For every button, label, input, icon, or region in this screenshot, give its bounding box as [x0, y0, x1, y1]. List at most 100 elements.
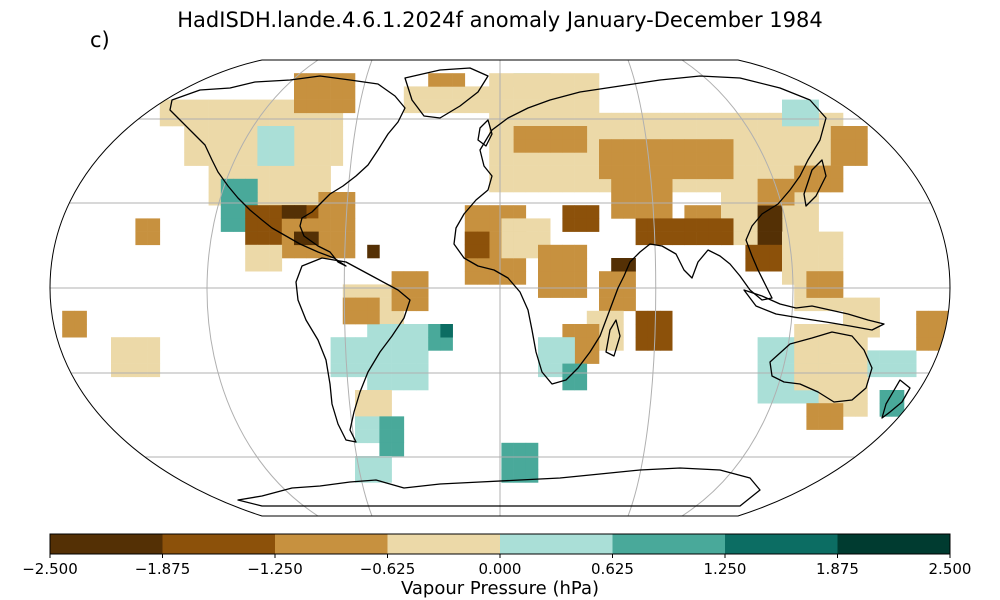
- grid-cell: [550, 363, 563, 378]
- grid-cell: [757, 192, 771, 206]
- grid-cell: [818, 258, 832, 272]
- grid-cell: [220, 205, 234, 219]
- grid-cell: [757, 350, 771, 364]
- grid-cell: [830, 152, 844, 166]
- grid-cell: [708, 205, 722, 219]
- grid-cell: [391, 429, 405, 444]
- grid-cell: [769, 126, 783, 140]
- grid-cell: [306, 139, 319, 153]
- grid-cell: [391, 324, 405, 338]
- grid-cell: [342, 231, 356, 246]
- grid-cell: [233, 165, 246, 180]
- grid-cell: [806, 324, 819, 338]
- grid-cell: [574, 258, 588, 272]
- grid-cell: [708, 139, 722, 153]
- grid-cell: [660, 324, 673, 338]
- grid-cell: [428, 99, 441, 114]
- grid-cell: [233, 126, 246, 140]
- grid-cell: [769, 231, 783, 246]
- grid-cell: [538, 165, 551, 180]
- grid-cell: [757, 139, 771, 153]
- grid-cell: [623, 126, 636, 140]
- grid-cell: [294, 112, 307, 127]
- grid-cell: [830, 376, 844, 391]
- grid-cell: [867, 350, 880, 364]
- grid-cell: [550, 350, 563, 364]
- grid-cell: [550, 258, 563, 272]
- grid-cell: [525, 165, 539, 180]
- grid-cell: [757, 231, 771, 246]
- grid-cell: [318, 165, 331, 180]
- grid-cell: [818, 416, 832, 430]
- grid-cell: [562, 99, 575, 114]
- grid-cell: [916, 310, 929, 325]
- grid-cell: [855, 139, 868, 153]
- world-map: [49, 59, 951, 517]
- grid-cell: [501, 218, 514, 232]
- grid-cell: [635, 165, 649, 180]
- grid-cell: [635, 231, 649, 246]
- grid-cell: [611, 165, 624, 180]
- grid-cell: [391, 310, 405, 325]
- grid-cell: [562, 363, 575, 378]
- grid-cell: [123, 350, 136, 364]
- grid-cell: [513, 258, 527, 272]
- grid-cell: [830, 390, 844, 404]
- grid-cell: [574, 139, 588, 153]
- grid-cell: [184, 139, 197, 153]
- grid-cell: [135, 350, 148, 364]
- grid-cell: [379, 310, 392, 325]
- grid-cell: [318, 99, 331, 114]
- colorbar-tick-label: −0.625: [360, 560, 416, 578]
- grid-cell: [891, 390, 905, 404]
- grid-cell: [391, 337, 405, 351]
- grid-cell: [733, 139, 746, 153]
- grid-cell: [233, 178, 246, 193]
- grid-cell: [355, 350, 368, 364]
- grid-cell: [721, 192, 734, 206]
- grid-cell: [550, 178, 563, 193]
- grid-cell: [757, 244, 771, 259]
- grid-cell: [696, 178, 710, 193]
- grid-cell: [538, 271, 551, 285]
- grid-cell: [416, 271, 429, 285]
- grid-cell: [501, 178, 514, 193]
- grid-cell: [623, 165, 636, 180]
- grid-cell: [733, 231, 746, 246]
- grid-cell: [586, 112, 600, 127]
- grid-cell: [660, 337, 673, 351]
- grid-cell: [257, 231, 270, 246]
- grid-cell: [708, 152, 722, 166]
- grid-cell: [245, 178, 258, 193]
- grid-cell: [123, 363, 136, 378]
- grid-cell: [830, 403, 844, 417]
- grid-cell: [269, 178, 283, 193]
- grid-cell: [355, 337, 368, 351]
- grid-cell: [135, 363, 148, 378]
- grid-cell: [611, 310, 624, 325]
- grid-cell: [855, 324, 868, 338]
- grid-cell: [806, 271, 819, 285]
- grid-cell: [489, 244, 502, 259]
- grid-cell: [538, 350, 551, 364]
- grid-cell: [672, 218, 685, 232]
- grid-cell: [391, 271, 405, 285]
- grid-cell: [574, 350, 588, 364]
- grid-cell: [830, 337, 844, 351]
- grid-cell: [586, 310, 600, 325]
- grid-cell: [440, 99, 453, 114]
- grid-cell: [721, 231, 734, 246]
- grid-cell: [330, 231, 344, 246]
- grid-cell: [891, 363, 905, 378]
- colorbar-swatch: [837, 534, 951, 554]
- grid-cell: [342, 350, 356, 364]
- colorbar-swatch: [387, 534, 501, 554]
- grid-cell: [721, 152, 734, 166]
- grid-cell: [562, 73, 575, 87]
- grid-cell: [696, 139, 710, 153]
- grid-cell: [806, 205, 819, 219]
- grid-cell: [379, 416, 392, 430]
- grid-cell: [403, 376, 417, 391]
- grid-cell: [806, 337, 819, 351]
- grid-cell: [794, 297, 807, 312]
